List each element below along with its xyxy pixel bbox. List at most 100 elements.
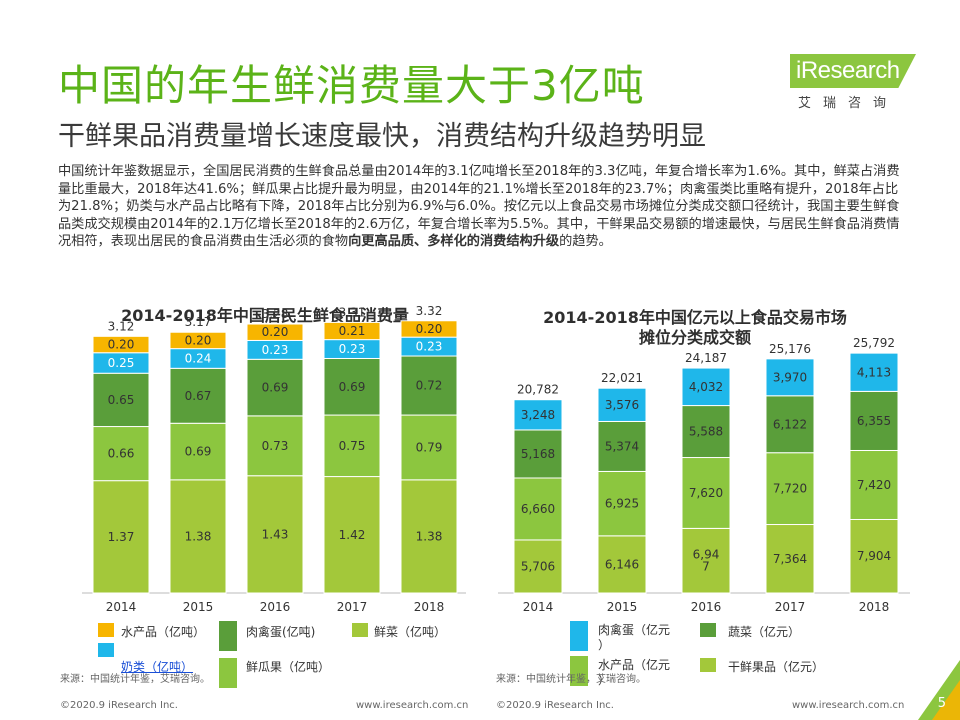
right-chart-title: 2014-2018年中国亿元以上食品交易市场 摊位分类成交额 — [495, 308, 895, 348]
bar-segment — [400, 320, 458, 338]
data-label: 6,660 — [521, 502, 555, 516]
data-label: 3,970 — [773, 370, 807, 384]
bar-segment — [92, 480, 150, 594]
data-label: 7 — [702, 560, 710, 574]
data-label: 5,706 — [521, 559, 555, 573]
data-label: 0.69 — [262, 381, 289, 395]
x-tick-label: 2018 — [859, 600, 890, 614]
bar-segment — [681, 367, 731, 407]
bar-segment — [323, 414, 381, 478]
data-label: 6,925 — [605, 497, 639, 511]
bar-segment — [765, 452, 815, 526]
data-label: 0.75 — [339, 439, 366, 453]
data-label: 5,588 — [689, 425, 723, 439]
data-label: 0.20 — [108, 338, 135, 352]
data-label: 0.20 — [185, 333, 212, 347]
data-label: 0.24 — [185, 351, 212, 365]
footer-url-left[interactable]: www.iresearch.com.cn — [356, 700, 469, 711]
total-label: 24,187 — [685, 351, 727, 365]
data-label: 7,620 — [689, 486, 723, 500]
data-label: 0.65 — [108, 393, 135, 407]
data-label: 0.69 — [339, 380, 366, 394]
x-tick-label: 2016 — [691, 600, 722, 614]
data-label: 0.67 — [185, 389, 212, 403]
bar-segment — [169, 331, 227, 350]
bar-segment — [92, 426, 150, 482]
footer-copyright-right: ©2020.9 iResearch Inc. — [496, 700, 614, 711]
bar-segment — [597, 470, 647, 537]
bar-segment — [765, 395, 815, 454]
footer-url-right[interactable]: www.iresearch.com.cn — [792, 700, 905, 711]
legend-label-veg: 鲜菜（亿吨） — [374, 625, 447, 639]
data-label: 7,720 — [773, 482, 807, 496]
data-label: 7,364 — [773, 552, 807, 566]
footer-copyright-left: ©2020.9 iResearch Inc. — [60, 700, 178, 711]
bar-segment — [246, 475, 304, 594]
right-chart-svg: 5,706 6,660 5,168 3,248 20,782 2014 6,146 6,925… — [498, 336, 910, 614]
bar-segment — [92, 335, 150, 354]
data-label: 0.73 — [262, 439, 289, 453]
bar-segment — [246, 323, 304, 341]
bar-segment — [681, 457, 731, 529]
data-label: 0.66 — [108, 447, 135, 461]
bar-segment — [323, 321, 381, 341]
data-label: 0.21 — [339, 324, 366, 338]
total-label: 25,792 — [853, 336, 895, 350]
legend-swatch-right-fruit — [700, 658, 716, 672]
legend-swatch-right-dairy — [570, 621, 588, 651]
x-tick-label: 2018 — [414, 600, 445, 614]
iresearch-logo: iResearch 艾瑞咨询 — [790, 54, 920, 112]
total-label: 3.17 — [185, 315, 212, 329]
legend-swatch-right-veg — [700, 623, 716, 637]
logo-cn-text: 艾瑞咨询 — [798, 96, 899, 111]
legend-label-melon: 鲜瓜果（亿吨） — [246, 660, 331, 674]
data-label: 0.72 — [416, 379, 443, 393]
page-subtitle: 干鲜果品消费量增长速度最快，消费结构升级趋势明显 — [58, 121, 706, 152]
bar-segment — [849, 449, 899, 520]
total-label: 3.28 — [262, 307, 289, 321]
x-tick-label: 2017 — [775, 600, 806, 614]
bar-segment — [597, 535, 647, 594]
right-chart-title-line2: 摊位分类成交额 — [638, 328, 751, 347]
total-label: 3.32 — [416, 304, 443, 318]
data-label: 4,032 — [689, 380, 723, 394]
total-label: 3.31 — [339, 305, 366, 319]
data-label: 0.23 — [416, 340, 443, 354]
data-label: 0.69 — [185, 445, 212, 459]
logo-text: iResearch — [796, 57, 900, 84]
legend-swatch-meat — [219, 621, 237, 651]
x-tick-label: 2014 — [106, 600, 137, 614]
bar-segment — [246, 358, 304, 417]
total-label: 22,021 — [601, 371, 643, 385]
legend-swatch-right-aquatic — [570, 656, 588, 686]
legend-label-right-veg: 蔬菜（亿元） — [728, 625, 801, 639]
legend-label-dairy[interactable]: 奶类（亿吨） — [121, 660, 194, 674]
bar-segment — [597, 420, 647, 472]
data-label: 3,248 — [521, 408, 555, 422]
left-chart-svg: 1.37 0.66 0.65 0.25 0.20 3.12 2014 1.38 0.69 0.67… — [82, 304, 466, 614]
data-label: 5,168 — [521, 447, 555, 461]
total-label: 20,782 — [517, 383, 559, 397]
bar-segment — [681, 405, 731, 459]
data-label: 6,146 — [605, 557, 639, 571]
summary-text-2: 的趋势。 — [559, 234, 612, 250]
x-tick-label: 2014 — [523, 600, 554, 614]
bar-segment — [513, 399, 563, 431]
data-label: 3,576 — [605, 398, 639, 412]
legend-swatch-melon — [219, 658, 237, 688]
data-label: 1.38 — [416, 529, 443, 543]
page-title: 中国的年生鲜消费量大于3亿吨 — [58, 61, 645, 110]
data-label: 0.20 — [262, 325, 289, 339]
data-label: 4,113 — [857, 365, 891, 379]
bar-segment — [169, 422, 227, 481]
x-tick-label: 2015 — [607, 600, 638, 614]
legend-label-right-aquatic: 水产品（亿元 ） — [598, 658, 671, 687]
data-label: 0.79 — [416, 440, 443, 454]
bar-segment — [169, 479, 227, 594]
x-tick-label: 2017 — [337, 600, 368, 614]
bar-segment — [323, 476, 381, 594]
data-label: 0.25 — [108, 356, 135, 370]
bar-segment — [597, 387, 647, 422]
data-label: 7,420 — [857, 478, 891, 492]
data-label: 0.23 — [262, 343, 289, 357]
